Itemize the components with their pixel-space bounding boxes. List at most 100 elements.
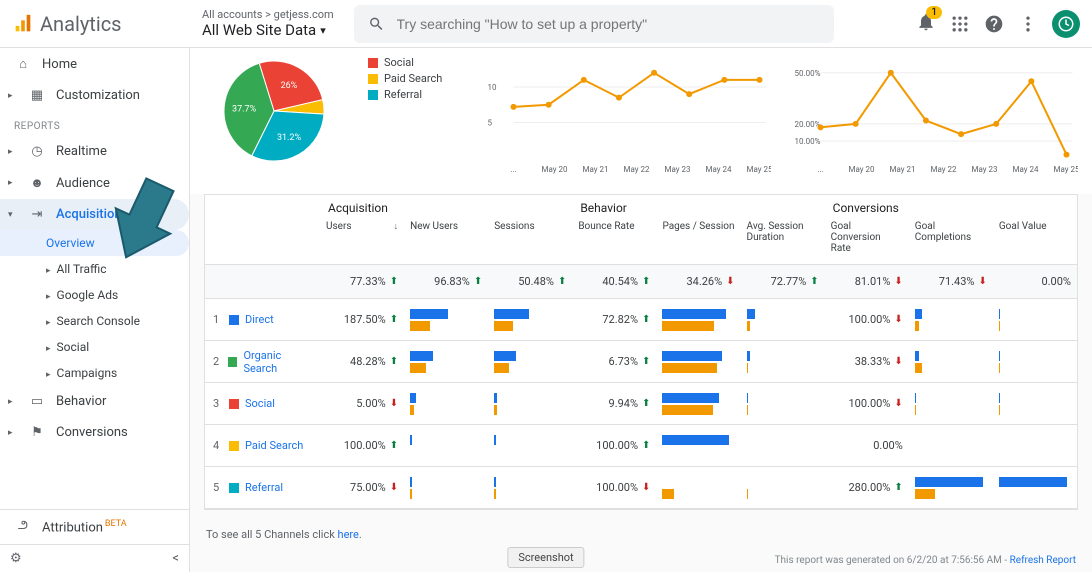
svg-text:May 22: May 22 xyxy=(623,165,650,174)
bar-cell xyxy=(909,341,993,382)
notifications-button[interactable]: 1 xyxy=(916,12,936,36)
bar-cell xyxy=(404,467,488,508)
bar-cell xyxy=(993,425,1077,466)
attribution-icon: ౨ xyxy=(14,518,32,536)
channel-link[interactable]: Referral xyxy=(245,481,283,494)
account-selector[interactable]: All accounts > getjess.com All Web Site … xyxy=(202,8,334,39)
more-icon[interactable] xyxy=(1018,14,1038,34)
svg-text:10.00%: 10.00% xyxy=(795,137,821,146)
bar-cell xyxy=(909,467,993,508)
summary-cell: 34.26%⬇ xyxy=(656,265,740,298)
row-label: 5 Referral xyxy=(205,467,320,508)
sidebar-sub-overview[interactable]: Overview xyxy=(0,230,189,256)
see-all-link[interactable]: here xyxy=(338,528,359,541)
svg-text:May 25: May 25 xyxy=(746,165,771,174)
svg-text:May 20: May 20 xyxy=(848,165,875,174)
pie-chart: 26%31.2%37.7% xyxy=(204,56,354,176)
row-label: 2 Organic Search xyxy=(205,341,320,382)
home-icon: ⌂ xyxy=(14,56,32,72)
percent-cell: 6.73%⬆ xyxy=(572,341,656,382)
channel-link[interactable]: Organic Search xyxy=(243,349,312,375)
sidebar-sub-social[interactable]: Social xyxy=(0,334,189,360)
channel-link[interactable]: Direct xyxy=(245,313,274,326)
svg-text:...: ... xyxy=(510,165,516,174)
sidebar-item-audience[interactable]: ▸☻Audience xyxy=(0,167,189,199)
legend-item[interactable]: Paid Search xyxy=(368,72,442,85)
clock-icon: ◷ xyxy=(28,144,46,159)
analytics-logo-icon xyxy=(12,13,34,35)
column-header[interactable]: Goal Conversion Rate xyxy=(825,217,909,264)
bar-cell xyxy=(656,341,740,382)
sidebar-item-realtime[interactable]: ▸◷Realtime xyxy=(0,136,189,167)
sidebar-item-acquisition[interactable]: ▾⇥Acquisition xyxy=(0,199,189,230)
percent-cell: 100.00%⬇ xyxy=(572,467,656,508)
sidebar-sub-campaigns[interactable]: Campaigns xyxy=(0,360,189,386)
percent-cell: 48.28%⬆ xyxy=(320,341,404,382)
user-avatar[interactable] xyxy=(1052,10,1080,38)
search-box[interactable] xyxy=(354,5,834,43)
table-row: 4 Paid Search 100.00%⬆ 100.00%⬆ 0.00% xyxy=(205,425,1077,467)
notification-badge: 1 xyxy=(926,6,942,19)
bar-cell xyxy=(993,299,1077,340)
bar-cell xyxy=(656,425,740,466)
search-input[interactable] xyxy=(397,16,820,32)
svg-text:20.00%: 20.00% xyxy=(795,120,821,129)
table-row: 3 Social 5.00%⬇ 9.94%⬆ 100.00%⬇ xyxy=(205,383,1077,425)
sidebar-item-home[interactable]: ⌂Home xyxy=(0,48,189,80)
column-header[interactable]: Goal Completions xyxy=(909,217,993,264)
bar-cell xyxy=(488,383,572,424)
sidebar-sub-search-console[interactable]: Search Console xyxy=(0,308,189,334)
percent-cell: 100.00%⬆ xyxy=(572,425,656,466)
sidebar-section-reports: REPORTS xyxy=(0,111,189,136)
settings-icon[interactable]: ⚙ xyxy=(10,551,22,566)
column-header[interactable]: New Users xyxy=(404,217,488,264)
svg-text:May 21: May 21 xyxy=(889,165,915,174)
column-header[interactable]: Pages / Session xyxy=(656,217,740,264)
bar-cell xyxy=(909,299,993,340)
account-breadcrumb: All accounts > getjess.com xyxy=(202,8,334,21)
bar-cell xyxy=(741,299,825,340)
percent-cell: 100.00%⬆ xyxy=(320,425,404,466)
main-content: 26%31.2%37.7% SocialPaid SearchReferral … xyxy=(190,48,1092,572)
channel-link[interactable]: Paid Search xyxy=(245,439,303,452)
sidebar-item-attribution[interactable]: ౨AttributionBETA xyxy=(0,510,189,544)
svg-text:37.7%: 37.7% xyxy=(232,105,257,115)
percent-cell: 280.00%⬆ xyxy=(825,467,909,508)
column-header[interactable]: Goal Value xyxy=(993,217,1077,264)
legend-item[interactable]: Social xyxy=(368,56,442,69)
collapse-sidebar-icon[interactable]: < xyxy=(172,551,179,566)
logo-area[interactable]: Analytics xyxy=(12,12,190,36)
customization-icon: ▦ xyxy=(28,88,46,103)
legend-item[interactable]: Referral xyxy=(368,88,442,101)
bar-cell xyxy=(488,299,572,340)
column-header[interactable]: Bounce Rate xyxy=(572,217,656,264)
column-header[interactable]: Sessions xyxy=(488,217,572,264)
table-row: 5 Referral 75.00%⬇ 100.00%⬇ 280.00%⬆ xyxy=(205,467,1077,509)
bar-cell xyxy=(993,383,1077,424)
view-name: All Web Site Data ▾ xyxy=(202,21,334,39)
svg-text:May 23: May 23 xyxy=(664,165,690,174)
refresh-report-link[interactable]: Refresh Report xyxy=(1010,555,1076,566)
sidebar-sub-all-traffic[interactable]: All Traffic xyxy=(0,256,189,282)
sidebar-sub-google-ads[interactable]: Google Ads xyxy=(0,282,189,308)
sidebar-item-conversions[interactable]: ▸⚑Conversions xyxy=(0,417,189,448)
apps-icon[interactable] xyxy=(950,14,970,34)
row-label: 4 Paid Search xyxy=(205,425,320,466)
percent-cell: 72.82%⬆ xyxy=(572,299,656,340)
percent-cell: 38.33%⬇ xyxy=(825,341,909,382)
sidebar-item-customization[interactable]: ▸▦Customization xyxy=(0,80,189,111)
help-icon[interactable] xyxy=(984,14,1004,34)
column-header[interactable]: Users↓ xyxy=(320,217,404,264)
column-header[interactable]: Avg. Session Duration xyxy=(741,217,825,264)
sidebar-item-behavior[interactable]: ▸▭Behavior xyxy=(0,386,189,417)
bar-cell xyxy=(741,467,825,508)
bar-cell xyxy=(741,383,825,424)
summary-cell: 0.00% xyxy=(993,265,1077,298)
percent-cell: 187.50%⬆ xyxy=(320,299,404,340)
person-icon: ☻ xyxy=(28,175,46,191)
screenshot-button[interactable]: Screenshot xyxy=(507,547,584,568)
bar-cell xyxy=(909,425,993,466)
pie-legend: Social Paid Search Referral xyxy=(368,56,442,104)
flag-icon: ⚑ xyxy=(28,425,46,440)
channel-link[interactable]: Social xyxy=(245,397,275,410)
